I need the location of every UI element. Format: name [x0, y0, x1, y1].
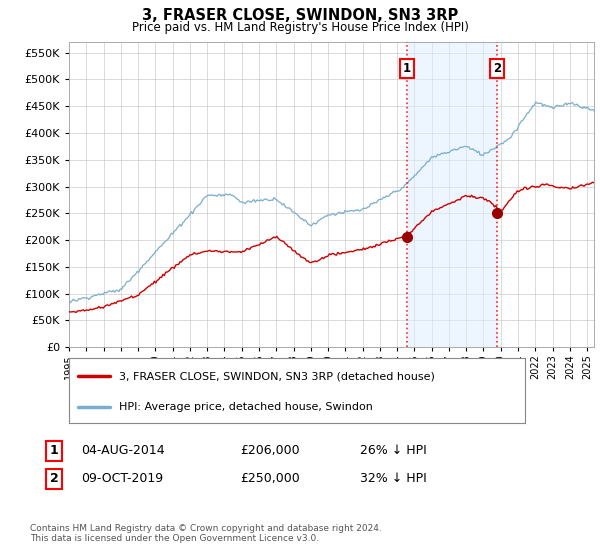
Text: 3, FRASER CLOSE, SWINDON, SN3 3RP: 3, FRASER CLOSE, SWINDON, SN3 3RP	[142, 8, 458, 24]
Text: 09-OCT-2019: 09-OCT-2019	[81, 472, 163, 486]
Text: 32% ↓ HPI: 32% ↓ HPI	[360, 472, 427, 486]
Text: 04-AUG-2014: 04-AUG-2014	[81, 444, 164, 458]
Text: 1: 1	[50, 444, 58, 458]
Text: Contains HM Land Registry data © Crown copyright and database right 2024.
This d: Contains HM Land Registry data © Crown c…	[30, 524, 382, 543]
Text: Price paid vs. HM Land Registry's House Price Index (HPI): Price paid vs. HM Land Registry's House …	[131, 21, 469, 34]
Text: 26% ↓ HPI: 26% ↓ HPI	[360, 444, 427, 458]
Text: £250,000: £250,000	[240, 472, 300, 486]
Text: £206,000: £206,000	[240, 444, 299, 458]
Text: 2: 2	[50, 472, 58, 486]
Text: 2: 2	[493, 62, 501, 75]
Text: 3, FRASER CLOSE, SWINDON, SN3 3RP (detached house): 3, FRASER CLOSE, SWINDON, SN3 3RP (detac…	[119, 371, 435, 381]
Text: HPI: Average price, detached house, Swindon: HPI: Average price, detached house, Swin…	[119, 402, 373, 412]
Text: 1: 1	[403, 62, 411, 75]
